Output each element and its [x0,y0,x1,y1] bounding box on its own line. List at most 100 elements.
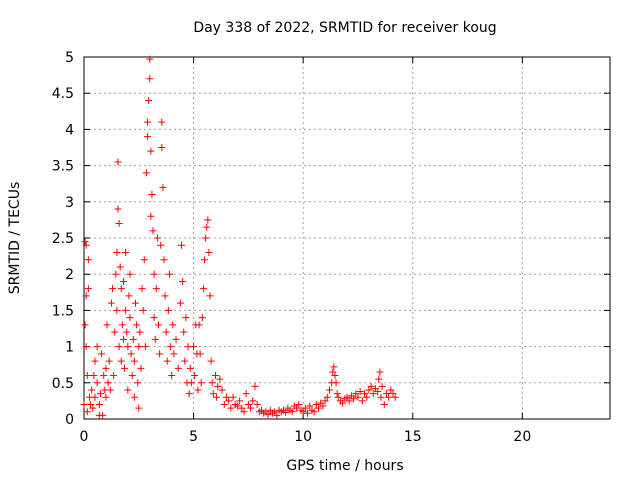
data-point [162,328,170,336]
plot-frame [83,56,611,420]
data-point [170,350,178,358]
data-point [103,321,111,329]
data-point [155,321,163,329]
data-point [352,390,360,398]
data-point [114,158,122,166]
data-point [117,285,125,293]
y-tick-label: 1 [65,340,74,356]
data-point [375,375,383,383]
data-point [220,401,228,409]
data-point [190,343,198,351]
data-point [130,357,138,365]
data-point [264,411,272,419]
data-point [323,393,331,401]
data-point [387,386,395,394]
data-point [365,386,373,394]
data-point [158,118,166,126]
data-point [201,256,209,264]
data-point [207,357,215,365]
data-point [204,216,212,224]
data-point [80,401,88,409]
x-axis-label: GPS time / hours [286,458,403,474]
data-point [93,343,101,351]
data-point [129,335,137,343]
data-point [147,212,155,220]
data-point [182,314,190,322]
data-point [140,256,148,264]
data-point [142,169,150,177]
data-point [205,248,213,256]
x-tick-label: 5 [189,429,198,445]
data-point [121,364,129,372]
data-point [330,363,338,371]
data-point [93,379,101,387]
data-point [98,350,106,358]
data-point [178,241,186,249]
data-point [150,314,158,322]
data-point [273,411,281,419]
data-point [149,227,157,235]
data-point [203,223,211,231]
data-point [218,386,226,394]
data-point [127,350,135,358]
data-point [169,321,177,329]
y-tick-label: 5 [65,50,74,66]
data-point [209,390,217,398]
data-point [186,364,194,372]
data-point [242,390,250,398]
data-point [333,390,341,398]
data-point [107,299,115,307]
data-point [191,372,199,380]
data-point [83,372,91,380]
data-point [119,335,127,343]
data-point [334,393,342,401]
data-point [123,328,131,336]
data-point [144,133,152,141]
y-tick-label: 1.5 [52,303,74,319]
data-point [176,299,184,307]
data-point [345,397,353,405]
data-point [356,387,364,395]
data-point [198,314,206,322]
data-point [135,343,143,351]
data-point [164,306,172,314]
data-point [185,390,193,398]
data-point [84,256,92,264]
data-point [144,118,152,126]
data-point [147,147,155,155]
data-point [125,292,133,300]
data-point [124,343,132,351]
y-tick-label: 0 [65,412,74,428]
data-point [158,144,166,151]
data-point [195,321,203,329]
data-point [124,386,132,394]
data-point [238,404,246,412]
data-point [212,372,219,380]
data-point [82,292,90,300]
data-point [141,343,149,351]
data-point [146,55,154,63]
data-point [358,397,366,405]
data-point [197,379,205,387]
data-point [199,285,207,293]
data-point [114,205,122,213]
data-point [196,350,204,358]
data-point [135,404,143,412]
data-point [216,375,224,383]
data-point [81,321,89,329]
data-point [122,306,130,314]
data-point [156,350,164,358]
data-point [363,393,371,401]
data-point [82,343,90,351]
data-point [146,75,154,83]
data-point [293,404,301,412]
data-point [159,183,167,191]
data-point [163,357,171,365]
data-point [380,401,388,409]
data-point [343,393,351,401]
data-point [247,404,255,412]
data-point [115,220,123,228]
data-point [315,404,323,412]
y-tick-label: 4 [65,122,74,138]
data-point [157,241,165,249]
